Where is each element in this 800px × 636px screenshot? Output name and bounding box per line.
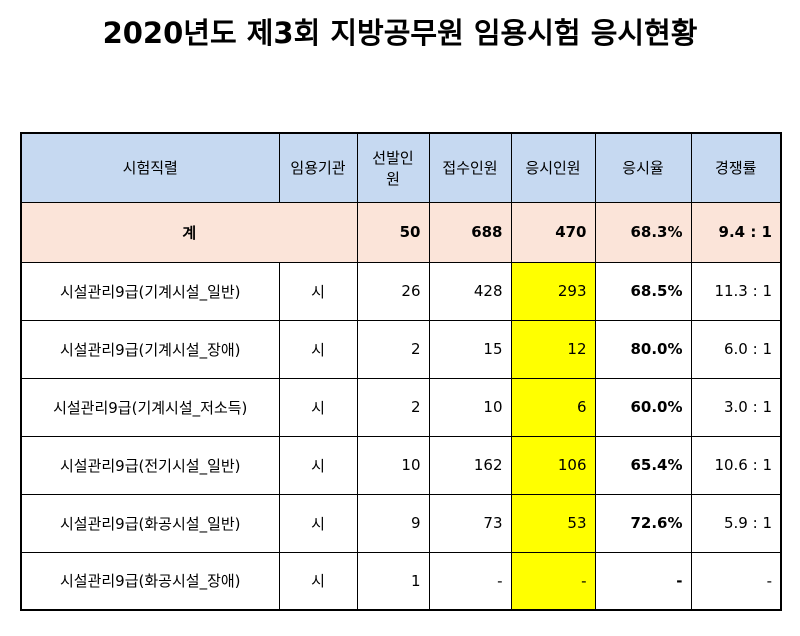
header-selected: 선발인원 [356, 132, 430, 203]
applied-count: 10 [428, 377, 512, 437]
attended-count: - [510, 551, 596, 611]
attended-count: 6 [510, 377, 596, 437]
selected-count: 2 [356, 377, 430, 437]
selected-count: 10 [356, 435, 430, 495]
competition-ratio: 10.6 : 1 [690, 435, 782, 495]
selected-count: 2 [356, 319, 430, 379]
table-row: 시설관리9급(기계시설_장애) 시 2 15 12 80.0% 6.0 : 1 [20, 319, 782, 379]
agency: 시 [278, 377, 358, 437]
agency: 시 [278, 493, 358, 553]
selected-count: 9 [356, 493, 430, 553]
competition-ratio: 5.9 : 1 [690, 493, 782, 553]
total-applied: 688 [428, 201, 512, 263]
competition-ratio: 3.0 : 1 [690, 377, 782, 437]
total-attended: 470 [510, 201, 596, 263]
attendance-rate: 65.4% [594, 435, 692, 495]
agency: 시 [278, 319, 358, 379]
attended-count: 53 [510, 493, 596, 553]
header-rate: 응시율 [594, 132, 692, 203]
applied-count: 73 [428, 493, 512, 553]
exam-series: 시설관리9급(화공시설_일반) [20, 493, 280, 553]
total-competition: 9.4 : 1 [690, 201, 782, 263]
table-row: 시설관리9급(화공시설_장애) 시 1 - - - - [20, 551, 782, 611]
header-competition: 경쟁률 [690, 132, 782, 203]
competition-ratio: - [690, 551, 782, 611]
exam-series: 시설관리9급(기계시설_일반) [20, 261, 280, 321]
attendance-rate: 80.0% [594, 319, 692, 379]
header-exam-series: 시험직렬 [20, 132, 280, 203]
header-row: 시험직렬 임용기관 선발인원 접수인원 응시인원 응시율 경쟁률 [20, 132, 782, 203]
competition-ratio: 11.3 : 1 [690, 261, 782, 321]
table-row: 시설관리9급(전기시설_일반) 시 10 162 106 65.4% 10.6 … [20, 435, 782, 495]
exam-series: 시설관리9급(기계시설_장애) [20, 319, 280, 379]
page-title: 2020년도 제3회 지방공무원 임용시험 응시현황 [102, 16, 698, 50]
header-applied: 접수인원 [428, 132, 512, 203]
table-row: 시설관리9급(화공시설_일반) 시 9 73 53 72.6% 5.9 : 1 [20, 493, 782, 553]
applied-count: - [428, 551, 512, 611]
attended-count: 106 [510, 435, 596, 495]
table-row: 시설관리9급(기계시설_일반) 시 26 428 293 68.5% 11.3 … [20, 261, 782, 321]
competition-ratio: 6.0 : 1 [690, 319, 782, 379]
selected-count: 1 [356, 551, 430, 611]
exam-series: 시설관리9급(화공시설_장애) [20, 551, 280, 611]
header-agency: 임용기관 [278, 132, 358, 203]
total-rate: 68.3% [594, 201, 692, 263]
selected-count: 26 [356, 261, 430, 321]
attendance-rate: 60.0% [594, 377, 692, 437]
agency: 시 [278, 261, 358, 321]
agency: 시 [278, 435, 358, 495]
total-selected: 50 [356, 201, 430, 263]
attended-count: 12 [510, 319, 596, 379]
exam-series: 시설관리9급(기계시설_저소득) [20, 377, 280, 437]
attendance-rate: 68.5% [594, 261, 692, 321]
attendance-rate: 72.6% [594, 493, 692, 553]
applied-count: 428 [428, 261, 512, 321]
table-row: 시설관리9급(기계시설_저소득) 시 2 10 6 60.0% 3.0 : 1 [20, 377, 782, 437]
agency: 시 [278, 551, 358, 611]
applied-count: 15 [428, 319, 512, 379]
attendance-rate: - [594, 551, 692, 611]
exam-status-table: 시험직렬 임용기관 선발인원 접수인원 응시인원 응시율 경쟁률 계 50 68… [20, 132, 782, 611]
applied-count: 162 [428, 435, 512, 495]
attended-count: 293 [510, 261, 596, 321]
exam-series: 시설관리9급(전기시설_일반) [20, 435, 280, 495]
header-attended: 응시인원 [510, 132, 596, 203]
total-label: 계 [20, 201, 358, 263]
total-row: 계 50 688 470 68.3% 9.4 : 1 [20, 201, 782, 263]
